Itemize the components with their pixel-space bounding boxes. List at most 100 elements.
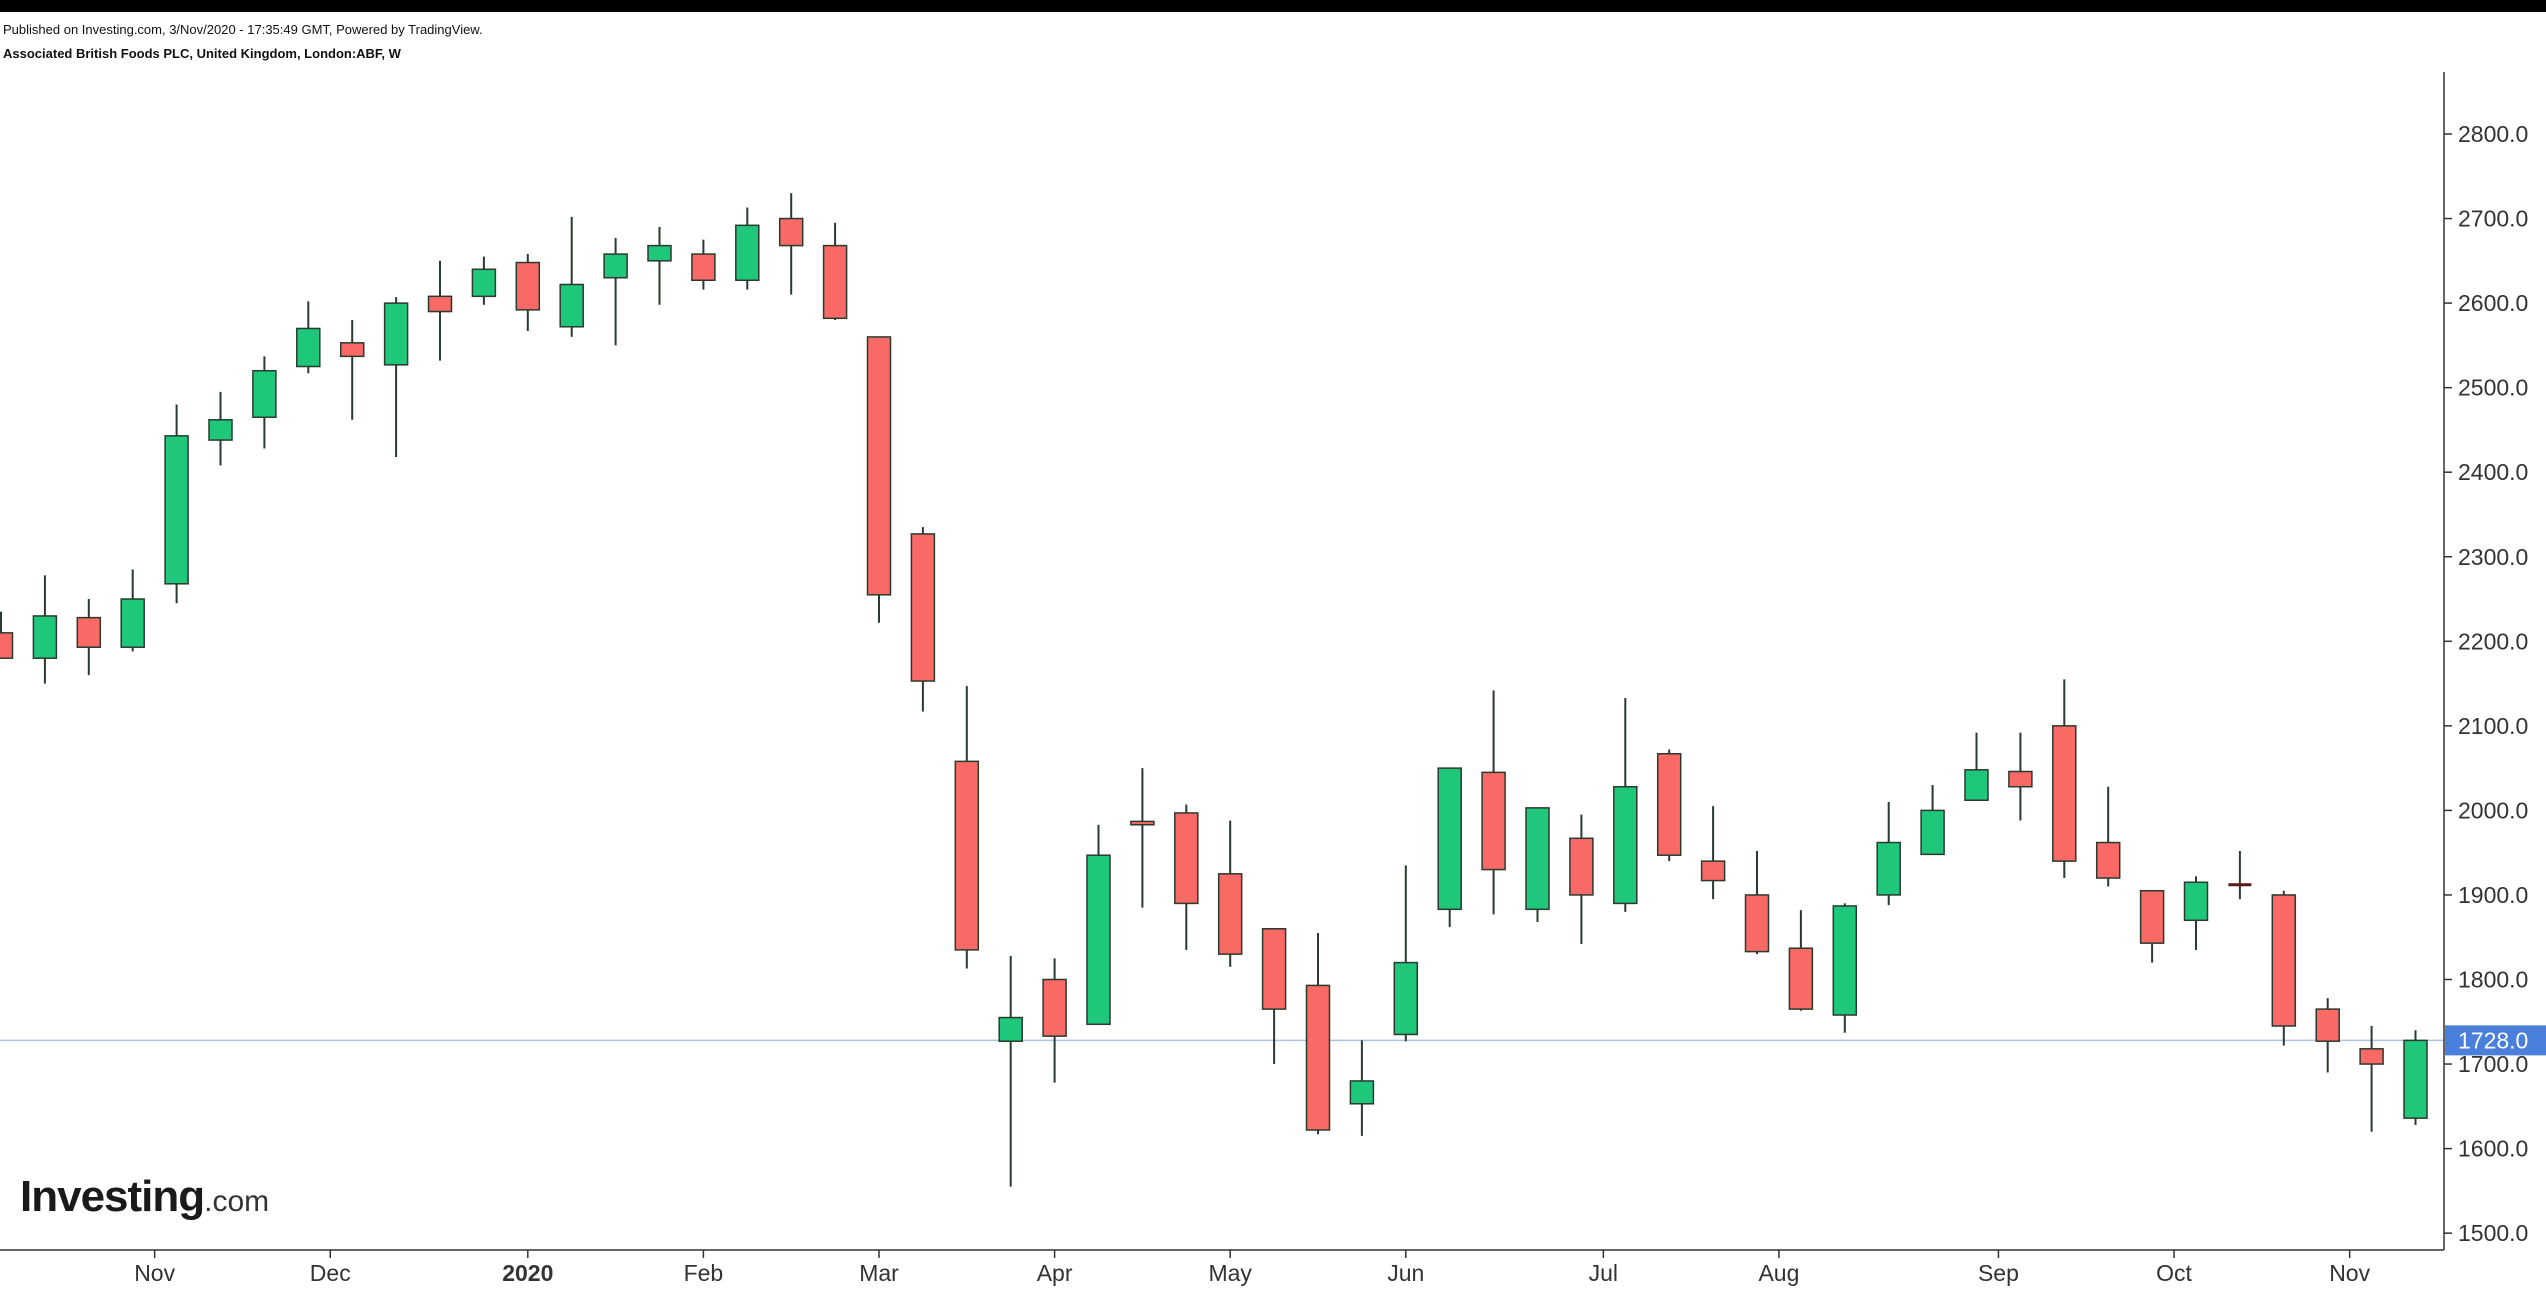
candle-body xyxy=(1349,1080,1375,1105)
candle-body xyxy=(1525,807,1550,911)
candle xyxy=(1656,749,1682,862)
candle xyxy=(603,237,628,346)
candle xyxy=(2183,876,2209,950)
candle-body xyxy=(1744,894,1770,953)
x-tick-label: Jun xyxy=(1387,1260,1424,1286)
y-tick-label: 2600.0 xyxy=(2458,290,2528,316)
last-price-label: 1728.0 xyxy=(2445,1025,2546,1056)
candle-body xyxy=(1261,928,1287,1010)
y-tick-label: 2200.0 xyxy=(2458,628,2528,654)
candle-body xyxy=(1481,771,1506,871)
brand-suffix: .com xyxy=(204,1185,270,1218)
x-tick-label: Sep xyxy=(1978,1260,2019,1286)
candle-body xyxy=(1217,873,1243,955)
candle-body xyxy=(1174,812,1199,905)
candle-body xyxy=(2183,881,2209,922)
candle xyxy=(1305,932,1331,1135)
candle-body xyxy=(1876,841,1901,896)
candle xyxy=(2403,1030,2428,1125)
candle xyxy=(998,955,1023,1187)
candle xyxy=(1261,928,1287,1065)
x-tick-label: May xyxy=(1208,1260,1252,1286)
candle-body xyxy=(427,295,453,313)
candle-body xyxy=(1130,820,1155,826)
candle-body xyxy=(1656,753,1682,856)
candle xyxy=(1437,767,1462,928)
candle xyxy=(76,599,102,676)
candle-body xyxy=(383,302,409,366)
candle-body xyxy=(954,760,980,951)
candle-body xyxy=(0,632,14,659)
candle-body xyxy=(691,253,716,282)
x-tick-label: 2020 xyxy=(502,1260,553,1286)
candle-body xyxy=(1964,769,1989,802)
candle-body xyxy=(998,1016,1023,1042)
y-tick-label: 2300.0 xyxy=(2458,544,2528,570)
y-axis: 1500.0 1600.0 1700.0 1800.0 1900.0 2000.0 2100… xyxy=(2443,72,2528,1250)
candle xyxy=(1700,806,1726,900)
candle-body xyxy=(1569,837,1594,896)
candle xyxy=(691,239,716,290)
candle xyxy=(164,404,189,604)
candle-body xyxy=(866,336,892,596)
candle xyxy=(2008,732,2033,821)
candle-body xyxy=(735,224,760,282)
y-tick-label: 2500.0 xyxy=(2458,375,2528,401)
candle xyxy=(339,320,365,420)
x-tick-label: Feb xyxy=(684,1260,724,1286)
y-tick-label: 2700.0 xyxy=(2458,206,2528,232)
y-tick-label: 1700.0 xyxy=(2458,1051,2528,1077)
candle xyxy=(1964,732,1989,802)
y-tick-label: 1500.0 xyxy=(2458,1220,2528,1246)
y-tick-label: 2100.0 xyxy=(2458,713,2528,739)
candle xyxy=(1613,697,1638,912)
x-tick-label: Jul xyxy=(1589,1260,1618,1286)
y-tick-label: 1600.0 xyxy=(2458,1136,2528,1162)
candle xyxy=(559,216,584,337)
candle xyxy=(1788,910,1814,1011)
y-tick-label: 2000.0 xyxy=(2458,797,2528,823)
candle xyxy=(1525,807,1550,923)
candle xyxy=(2095,786,2121,887)
candle-body xyxy=(1042,978,1067,1037)
candle xyxy=(1349,1040,1375,1136)
candle xyxy=(32,575,58,684)
candle-body xyxy=(164,435,189,585)
candle xyxy=(120,569,145,652)
x-tick-label: Oct xyxy=(2156,1260,2192,1286)
candle-body xyxy=(76,616,102,648)
candle-body xyxy=(32,615,58,659)
candle xyxy=(515,254,541,332)
candle xyxy=(1744,850,1770,955)
candle xyxy=(1086,824,1111,1026)
y-tick-label: 2400.0 xyxy=(2458,459,2528,485)
y-tick-label: 2800.0 xyxy=(2458,121,2528,147)
candle-body xyxy=(778,217,804,247)
candle-body xyxy=(1700,860,1726,882)
investing-logo: Investing.com xyxy=(20,1172,269,1222)
candle-body xyxy=(1305,984,1331,1131)
candle xyxy=(2271,890,2297,1046)
candle-body xyxy=(2315,1008,2340,1042)
candle xyxy=(2359,1026,2384,1132)
candle-body xyxy=(1832,905,1858,1016)
candle xyxy=(910,527,936,712)
candle-body xyxy=(559,283,584,328)
y-tick-label: 1900.0 xyxy=(2458,882,2528,908)
candle-body xyxy=(1920,809,1945,856)
candle xyxy=(647,227,672,305)
candle xyxy=(471,256,497,305)
candle-body xyxy=(2139,889,2165,944)
candle-body xyxy=(822,244,848,320)
x-tick-label: Dec xyxy=(310,1260,351,1286)
candle xyxy=(1130,768,1155,908)
candle xyxy=(1876,801,1901,906)
candle-body xyxy=(1437,767,1462,911)
candle xyxy=(1481,690,1506,915)
candle-body xyxy=(2271,894,2297,1027)
candle-body xyxy=(2359,1048,2384,1065)
candle-body xyxy=(2403,1039,2428,1119)
last-price-text: 1728.0 xyxy=(2458,1027,2528,1053)
x-tick-label: Aug xyxy=(1758,1260,1799,1286)
candle xyxy=(822,222,848,321)
